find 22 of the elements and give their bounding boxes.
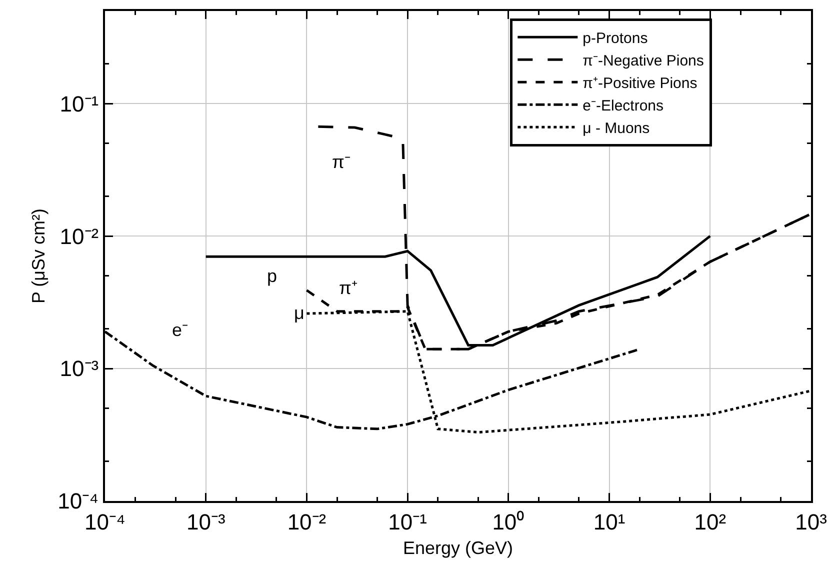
x-axis-title: Energy (GeV) [402, 538, 514, 558]
annotation: e⁻ [172, 320, 188, 340]
x-tick-label: 10⁻³ [186, 509, 226, 534]
x-tick-label: 10¹ [593, 509, 626, 534]
x-tick-label: 10³ [795, 509, 827, 534]
x-tick-label: 10² [694, 509, 726, 534]
x-tick-label: 10⁰ [492, 509, 525, 534]
y-tick-label: 10⁻¹ [60, 91, 99, 116]
legend-label: π⁻-Negative Pions [582, 52, 704, 70]
annotation: π⁻ [332, 152, 350, 172]
annotation: π⁺ [339, 278, 358, 298]
annotation: p [267, 266, 278, 286]
annotation: μ [294, 303, 304, 323]
x-tick-label: 10⁻¹ [388, 509, 427, 534]
legend-label: p-Protons [582, 30, 648, 47]
y-tick-label: 10⁻³ [60, 356, 99, 382]
y-tick-label: 10⁻² [60, 224, 99, 249]
x-tick-label: 10⁻² [287, 509, 326, 534]
y-axis-title: P (μSv cm²) [28, 208, 48, 304]
legend-label: μ - Muons [582, 120, 650, 137]
legend-label: e⁻-Electrons [582, 97, 664, 114]
legend-label: π⁺-Positive Pions [582, 74, 698, 92]
